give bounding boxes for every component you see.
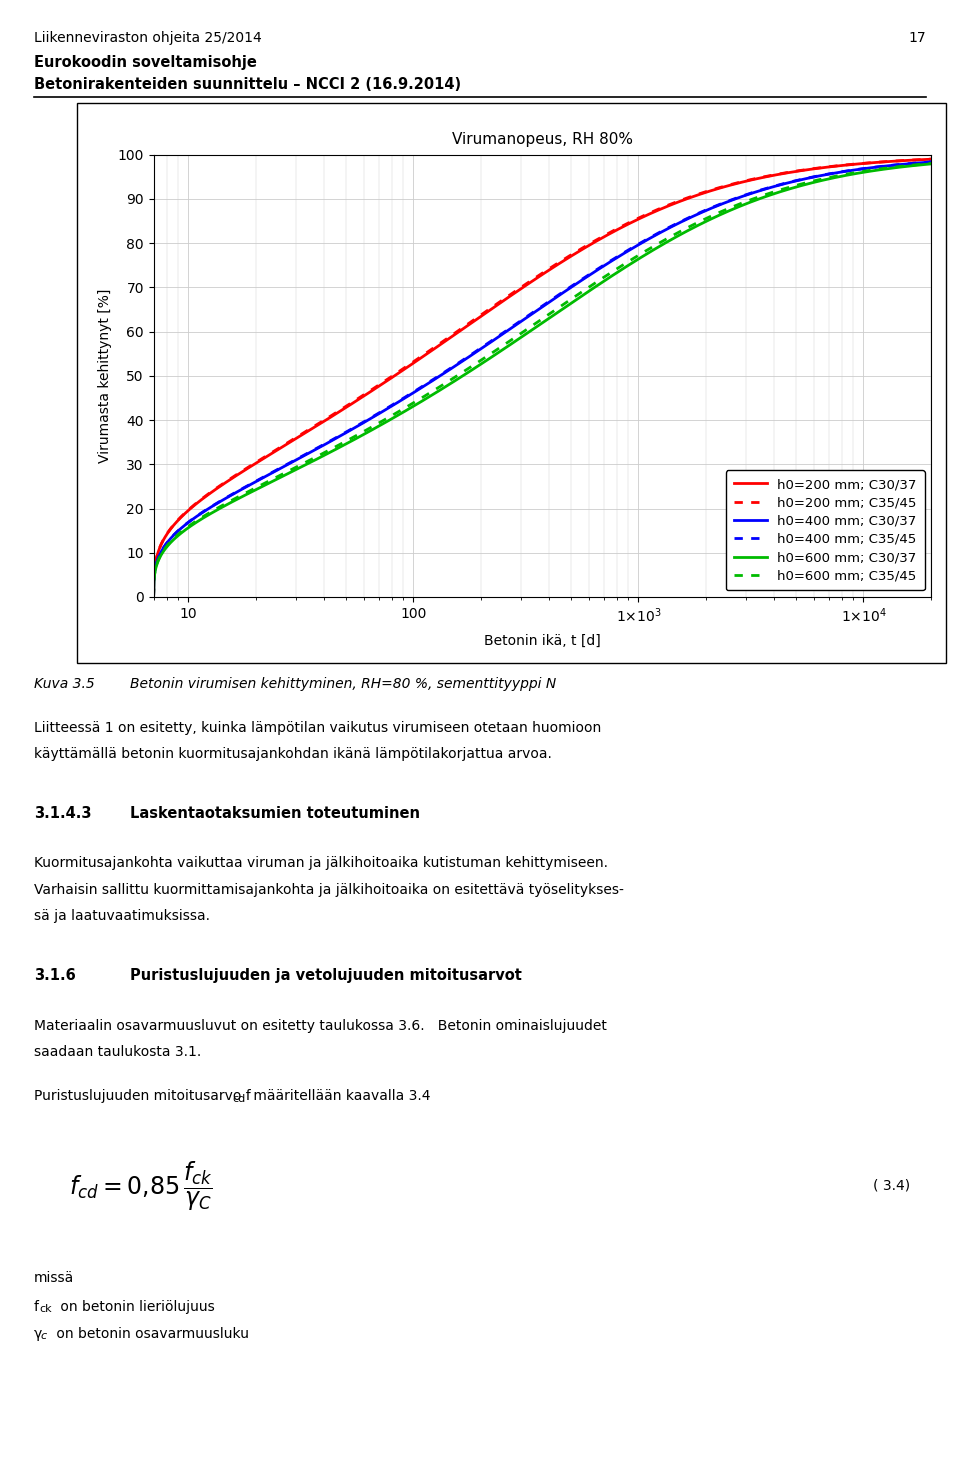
Text: cd: cd	[232, 1094, 245, 1104]
Text: 17: 17	[909, 31, 926, 44]
Text: Kuva 3.5: Kuva 3.5	[34, 677, 94, 690]
Text: käyttämällä betonin kuormitusajankohdan ikänä lämpötilakorjattua arvoa.: käyttämällä betonin kuormitusajankohdan …	[34, 747, 551, 761]
Text: 3.1.6: 3.1.6	[34, 968, 75, 983]
Text: Kuormitusajankohta vaikuttaa viruman ja jälkihoitoaika kutistuman kehittymiseen.: Kuormitusajankohta vaikuttaa viruman ja …	[34, 856, 608, 870]
Text: sä ja laatuvaatimuksissa.: sä ja laatuvaatimuksissa.	[34, 909, 209, 923]
Text: $f_{cd} = 0{,}85\,\dfrac{f_{ck}}{\gamma_{C}}$: $f_{cd} = 0{,}85\,\dfrac{f_{ck}}{\gamma_…	[69, 1159, 213, 1213]
Text: missä: missä	[34, 1271, 74, 1284]
Y-axis label: Virumasta kehittynyt [%]: Virumasta kehittynyt [%]	[98, 289, 112, 463]
Text: Laskentaotaksumien toteutuminen: Laskentaotaksumien toteutuminen	[130, 806, 420, 821]
Text: ( 3.4): ( 3.4)	[873, 1179, 910, 1192]
Text: Betonin virumisen kehittyminen, RH=80 %, sementtityyppi N: Betonin virumisen kehittyminen, RH=80 %,…	[130, 677, 556, 690]
Text: γ: γ	[34, 1327, 42, 1340]
Text: Liikenneviraston ohjeita 25/2014: Liikenneviraston ohjeita 25/2014	[34, 31, 261, 44]
Text: Materiaalin osavarmuusluvut on esitetty taulukossa 3.6.   Betonin ominaislujuude: Materiaalin osavarmuusluvut on esitetty …	[34, 1019, 607, 1032]
Text: Puristuslujuuden ja vetolujuuden mitoitusarvot: Puristuslujuuden ja vetolujuuden mitoitu…	[130, 968, 521, 983]
Text: on betonin osavarmuusluku: on betonin osavarmuusluku	[52, 1327, 249, 1340]
Text: ck: ck	[39, 1304, 53, 1315]
Text: saadaan taulukosta 3.1.: saadaan taulukosta 3.1.	[34, 1045, 201, 1058]
X-axis label: Betonin ikä, t [d]: Betonin ikä, t [d]	[484, 634, 601, 647]
Text: määritellään kaavalla 3.4: määritellään kaavalla 3.4	[250, 1089, 431, 1103]
Text: c: c	[40, 1331, 46, 1341]
Text: Varhaisin sallittu kuormittamisajankohta ja jälkihoitoaika on esitettävä työseli: Varhaisin sallittu kuormittamisajankohta…	[34, 883, 623, 896]
Legend: h0=200 mm; C30/37, h0=200 mm; C35/45, h0=400 mm; C30/37, h0=400 mm; C35/45, h0=6: h0=200 mm; C30/37, h0=200 mm; C35/45, h0…	[726, 470, 924, 591]
Text: Betonirakenteiden suunnittelu – NCCI 2 (16.9.2014): Betonirakenteiden suunnittelu – NCCI 2 (…	[34, 77, 461, 91]
Text: on betonin lieriölujuus: on betonin lieriölujuus	[56, 1300, 215, 1313]
Title: Virumanopeus, RH 80%: Virumanopeus, RH 80%	[452, 131, 633, 146]
Text: f: f	[34, 1300, 38, 1313]
Text: 3.1.4.3: 3.1.4.3	[34, 806, 91, 821]
Text: Eurokoodin soveltamisohje: Eurokoodin soveltamisohje	[34, 55, 256, 69]
Text: Puristuslujuuden mitoitusarvo f: Puristuslujuuden mitoitusarvo f	[34, 1089, 251, 1103]
Text: Liitteessä 1 on esitetty, kuinka lämpötilan vaikutus virumiseen otetaan huomioon: Liitteessä 1 on esitetty, kuinka lämpöti…	[34, 721, 601, 734]
